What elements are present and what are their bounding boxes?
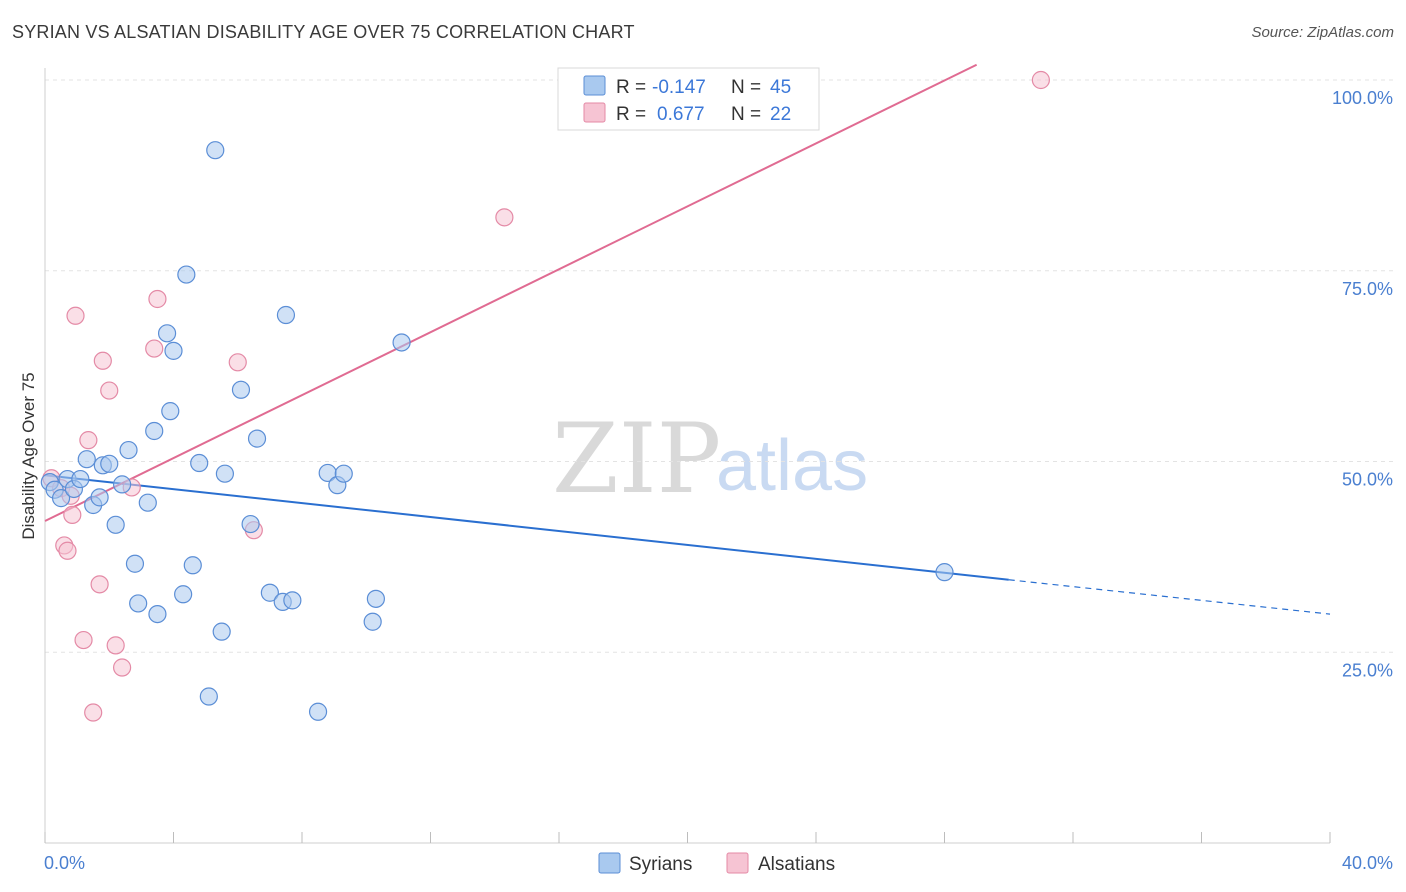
syrians-trend-line bbox=[44, 474, 1009, 581]
syrians-point-42 bbox=[366, 589, 385, 608]
alsatians-point-17 bbox=[148, 289, 167, 309]
syrians-point-31 bbox=[241, 514, 260, 534]
legend-swatch-alsatians bbox=[583, 102, 606, 123]
syrians-point-26 bbox=[199, 687, 218, 706]
y-tick-label-75: 75.0% bbox=[1342, 279, 1393, 299]
alsatians-point-14 bbox=[112, 658, 132, 677]
syrians-point-23 bbox=[177, 265, 196, 284]
syrians-points bbox=[40, 141, 954, 721]
chart-title: SYRIAN VS ALSATIAN DISABILITY AGE OVER 7… bbox=[12, 22, 635, 42]
y-tick-labels: 100.0% 75.0% 50.0% 25.0% bbox=[1332, 88, 1393, 680]
grid bbox=[45, 79, 1393, 653]
alsatians-point-13 bbox=[106, 636, 125, 655]
syrians-point-33 bbox=[260, 583, 279, 602]
alsatians-point-12 bbox=[100, 381, 119, 400]
syrians-trend-line-extension bbox=[1008, 579, 1331, 615]
syrians-point-41 bbox=[363, 612, 382, 631]
syrians-point-37 bbox=[308, 702, 328, 721]
syrians-point-17 bbox=[145, 421, 164, 441]
syrians-point-5 bbox=[71, 469, 90, 489]
alsatians-point-8 bbox=[79, 431, 98, 450]
alsatians-point-18 bbox=[228, 353, 247, 372]
alsatians-point-5 bbox=[63, 505, 82, 525]
syrians-point-36 bbox=[283, 591, 302, 610]
y-tick-label-25: 25.0% bbox=[1342, 660, 1393, 680]
series-legend: Syrians Alsatians bbox=[598, 852, 835, 875]
syrians-point-44 bbox=[935, 563, 954, 582]
correlation-legend: R = -0.147 N = 45 R = 0.677 N = 22 bbox=[557, 67, 820, 131]
bottom-legend-swatch-syrians bbox=[598, 852, 621, 874]
bottom-legend-swatch-alsatians bbox=[726, 852, 749, 874]
syrians-point-40 bbox=[334, 464, 353, 483]
source-label: Source: ZipAtlas.com bbox=[1251, 24, 1394, 41]
syrians-point-15 bbox=[129, 594, 148, 613]
bottom-legend-alsatians: Alsatians bbox=[758, 854, 835, 875]
syrians-point-10 bbox=[100, 454, 119, 473]
syrians-point-35 bbox=[276, 305, 296, 325]
legend-n-label-2: N = bbox=[731, 104, 761, 125]
syrians-point-43 bbox=[392, 333, 411, 352]
syrians-point-19 bbox=[157, 324, 177, 343]
syrians-point-29 bbox=[215, 464, 234, 483]
alsatians-point-3 bbox=[58, 541, 77, 560]
watermark-atlas: atlas bbox=[716, 426, 868, 506]
alsatians-trend-line bbox=[44, 63, 978, 522]
syrians-point-8 bbox=[90, 488, 109, 507]
syrians-point-25 bbox=[190, 453, 209, 473]
syrians-point-32 bbox=[247, 429, 267, 448]
trend-lines bbox=[44, 63, 1331, 615]
y-axis-label: Disability Age Over 75 bbox=[19, 372, 38, 539]
syrians-point-14 bbox=[125, 554, 145, 573]
syrians-point-20 bbox=[161, 402, 180, 421]
syrians-point-13 bbox=[119, 440, 138, 460]
alsatians-point-21 bbox=[1031, 70, 1050, 90]
x-tick-label-right: 40.0% bbox=[1342, 853, 1393, 873]
syrians-point-16 bbox=[138, 493, 157, 512]
alsatians-point-7 bbox=[74, 630, 93, 650]
alsatians-point-9 bbox=[84, 703, 103, 722]
y-tick-label-100: 100.0% bbox=[1332, 88, 1393, 108]
alsatians-point-10 bbox=[90, 575, 109, 594]
syrians-point-22 bbox=[174, 585, 193, 604]
syrians-point-27 bbox=[206, 141, 225, 160]
legend-r-label-1: R = bbox=[616, 77, 646, 98]
legend-r-value-1: -0.147 bbox=[652, 77, 706, 98]
watermark-zip: ZIP bbox=[552, 403, 721, 515]
legend-swatch-syrians bbox=[583, 75, 606, 96]
x-tick-label-left: 0.0% bbox=[44, 853, 85, 873]
syrians-point-6 bbox=[77, 450, 96, 469]
legend-n-value-1: 45 bbox=[770, 77, 791, 98]
syrians-point-24 bbox=[183, 556, 202, 575]
alsatians-points bbox=[42, 70, 1050, 722]
alsatians-point-6 bbox=[66, 306, 85, 325]
watermark: ZIP atlas bbox=[552, 403, 868, 515]
alsatians-point-16 bbox=[145, 339, 164, 358]
syrians-point-2 bbox=[51, 489, 71, 508]
y-tick-label-50: 50.0% bbox=[1342, 470, 1393, 490]
syrians-point-11 bbox=[106, 515, 125, 534]
legend-n-label-1: N = bbox=[731, 77, 761, 98]
legend-r-label-2: R = bbox=[616, 104, 646, 125]
syrians-point-28 bbox=[212, 622, 231, 641]
syrians-point-30 bbox=[231, 380, 251, 399]
alsatians-point-11 bbox=[93, 351, 112, 370]
x-ticks bbox=[44, 832, 1331, 843]
bottom-legend-syrians: Syrians bbox=[629, 854, 692, 875]
legend-r-value-2: 0.677 bbox=[657, 104, 705, 125]
syrians-point-18 bbox=[148, 604, 167, 624]
syrians-point-21 bbox=[164, 341, 183, 360]
legend-n-value-2: 22 bbox=[770, 104, 791, 125]
syrians-point-12 bbox=[112, 475, 132, 494]
alsatians-point-20 bbox=[495, 208, 514, 227]
